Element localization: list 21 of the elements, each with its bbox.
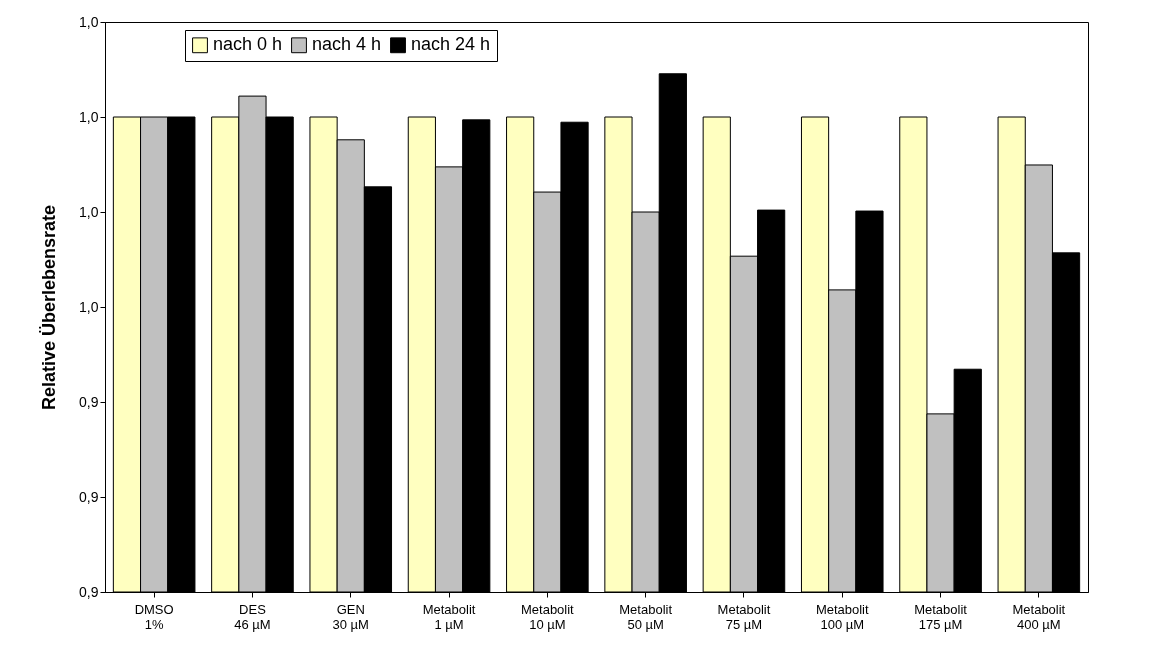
x-tick-label: Metabolit 100 µM xyxy=(815,601,870,632)
y-tick-label: 1,0 xyxy=(79,108,99,125)
x-tick-label: DES 46 µM xyxy=(234,601,271,632)
y-axis-title: Relative Überlebensrate xyxy=(39,204,60,411)
y-tick-label: 1,0 xyxy=(79,203,99,220)
x-tick-label: Metabolit 400 µM xyxy=(1012,601,1066,632)
y-tick-label: 0,9 xyxy=(79,488,99,505)
x-tick-label: Metabolit 75 µM xyxy=(717,601,771,632)
y-tick-label: 1,0 xyxy=(79,298,99,315)
x-tick-label: Metabolit 1 µM xyxy=(422,601,476,632)
legend-label: nach 0 h xyxy=(213,34,283,55)
x-tick-label: Metabolit 50 µM xyxy=(619,601,673,632)
y-tick-label: 1,0 xyxy=(79,13,99,30)
x-tick-label: Metabolit 10 µM xyxy=(520,601,575,632)
y-tick-label: 0,9 xyxy=(79,393,99,410)
y-tick-label: 0,9 xyxy=(79,583,99,600)
x-tick-label: DMSO 1% xyxy=(134,601,174,632)
legend-label: nach 24 h xyxy=(411,34,491,55)
x-tick-label: Metabolit 175 µM xyxy=(914,601,968,632)
x-tick-label: GEN 30 µM xyxy=(332,601,369,632)
legend-label: nach 4 h xyxy=(312,34,382,55)
